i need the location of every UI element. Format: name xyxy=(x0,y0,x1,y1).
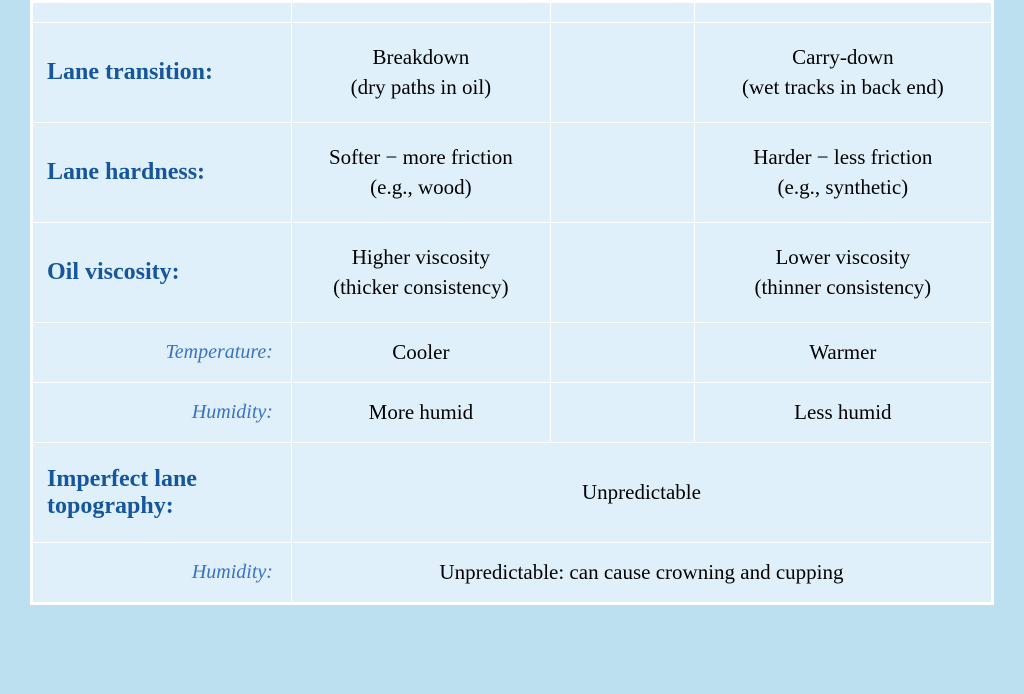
table-row: Humidity: More humid Less humid xyxy=(33,383,992,443)
row-gap xyxy=(550,223,694,323)
row-gap xyxy=(550,323,694,383)
row-left-value: Higher viscosity(thicker consistency) xyxy=(291,223,550,323)
row-sublabel: Humidity: xyxy=(33,383,292,443)
row-left-value: Cooler xyxy=(291,323,550,383)
table-row: Lane transition: Breakdown(dry paths in … xyxy=(33,23,992,123)
table: Lane transition: Breakdown(dry paths in … xyxy=(32,2,992,603)
table-row: Oil viscosity: Higher viscosity(thicker … xyxy=(33,223,992,323)
table-row: Humidity: Unpredictable: can cause crown… xyxy=(33,543,992,603)
header-row xyxy=(33,3,992,23)
row-right-value: Less humid xyxy=(694,383,991,443)
row-right-value: Warmer xyxy=(694,323,991,383)
row-gap xyxy=(550,383,694,443)
header-cell xyxy=(33,3,292,23)
row-merged-value: Unpredictable xyxy=(291,443,991,543)
lane-conditions-table: Lane transition: Breakdown(dry paths in … xyxy=(30,0,994,605)
table-row: Imperfect lane topography: Unpredictable xyxy=(33,443,992,543)
row-label: Lane transition: xyxy=(33,23,292,123)
row-label: Oil viscosity: xyxy=(33,223,292,323)
table-row: Temperature: Cooler Warmer xyxy=(33,323,992,383)
row-left-value: Breakdown(dry paths in oil) xyxy=(291,23,550,123)
row-right-value: Lower viscosity(thinner consistency) xyxy=(694,223,991,323)
row-sublabel: Temperature: xyxy=(33,323,292,383)
header-cell xyxy=(694,3,991,23)
row-label: Imperfect lane topography: xyxy=(33,443,292,543)
table-row: Lane hardness: Softer − more friction(e.… xyxy=(33,123,992,223)
row-left-value: Softer − more friction(e.g., wood) xyxy=(291,123,550,223)
row-right-value: Harder − less friction(e.g., synthetic) xyxy=(694,123,991,223)
row-merged-value: Unpredictable: can cause crowning and cu… xyxy=(291,543,991,603)
row-gap xyxy=(550,23,694,123)
header-cell xyxy=(291,3,550,23)
row-label: Lane hardness: xyxy=(33,123,292,223)
row-sublabel: Humidity: xyxy=(33,543,292,603)
header-cell xyxy=(550,3,694,23)
spacer xyxy=(30,605,994,639)
row-left-value: More humid xyxy=(291,383,550,443)
row-gap xyxy=(550,123,694,223)
row-right-value: Carry-down(wet tracks in back end) xyxy=(694,23,991,123)
